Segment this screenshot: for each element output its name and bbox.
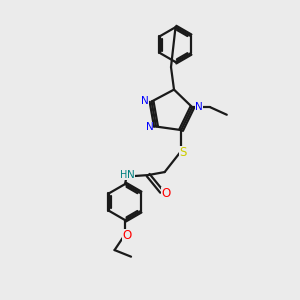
Text: S: S: [179, 146, 186, 159]
Text: H: H: [121, 170, 128, 180]
Text: O: O: [122, 229, 131, 242]
Text: O: O: [161, 187, 170, 200]
Text: N: N: [127, 170, 135, 180]
Text: N: N: [146, 122, 153, 132]
Text: N: N: [141, 96, 149, 106]
Text: N: N: [195, 102, 203, 112]
